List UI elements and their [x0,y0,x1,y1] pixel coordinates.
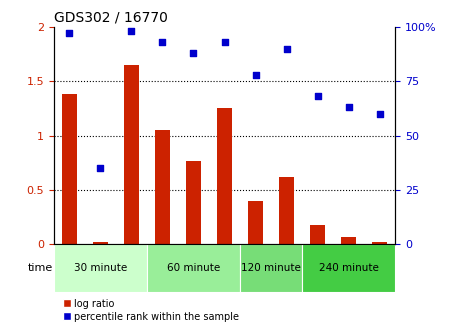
Bar [62,94,77,244]
Point [97,166,104,171]
Bar [186,161,201,244]
Bar [310,225,326,244]
Bar [279,177,294,244]
Legend: log ratio, percentile rank within the sample: log ratio, percentile rank within the sa… [59,295,243,326]
Point [159,39,166,45]
Bar [341,237,357,244]
Text: 30 minute: 30 minute [74,263,127,273]
Text: 120 minute: 120 minute [241,263,301,273]
Bar [123,65,139,244]
Bar [248,201,263,244]
Bar [92,242,108,244]
Bar [147,244,240,292]
Point [190,50,197,56]
Text: 240 minute: 240 minute [319,263,379,273]
Text: 60 minute: 60 minute [167,263,220,273]
Bar [302,244,395,292]
Bar [155,130,170,244]
Text: time: time [28,263,53,273]
Bar [372,242,387,244]
Point [283,46,290,51]
Point [66,31,73,36]
Point [252,72,259,77]
Point [314,94,321,99]
Point [128,29,135,34]
Text: GDS302 / 16770: GDS302 / 16770 [54,10,168,24]
Point [376,111,383,117]
Point [221,39,228,45]
Bar [217,109,232,244]
Point [345,104,352,110]
Bar [54,244,147,292]
Bar [240,244,302,292]
